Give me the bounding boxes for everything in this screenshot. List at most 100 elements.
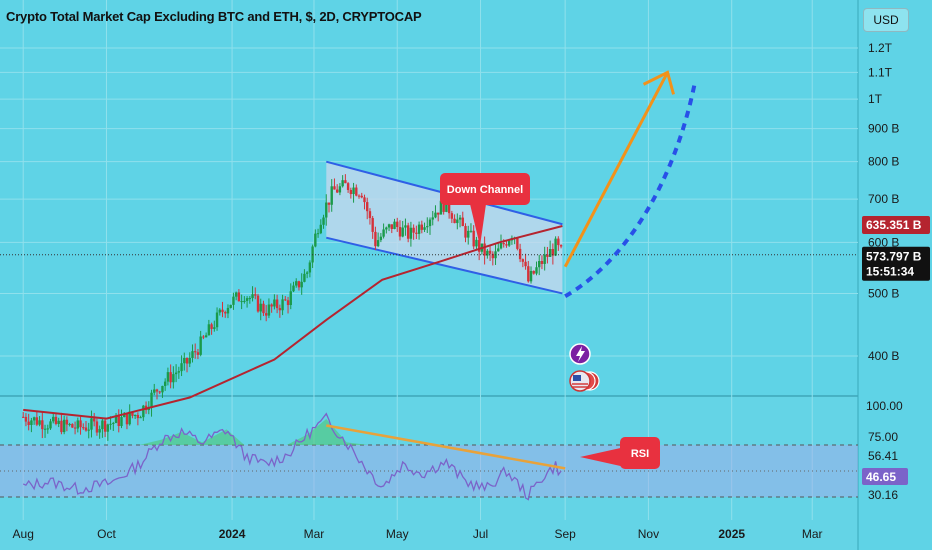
candle-body <box>325 202 328 218</box>
x-tick-label: Sep <box>554 527 576 541</box>
candle-body <box>376 240 380 247</box>
down-channel-label: Down Channel <box>447 184 523 196</box>
rsi-callout-box <box>620 437 660 469</box>
candle-body <box>477 239 481 252</box>
candle-body <box>327 202 331 205</box>
ma-tag-value: 635.351 B <box>866 218 922 232</box>
candle-body <box>426 226 429 228</box>
candle-body <box>458 217 462 220</box>
x-tick-label: May <box>386 527 409 541</box>
candle-body <box>240 301 243 303</box>
candle-body <box>352 187 355 195</box>
x-tick-label: Oct <box>97 527 116 541</box>
candle-body <box>538 261 541 268</box>
lightning-icon <box>569 343 591 365</box>
candle-body <box>147 407 150 411</box>
candle-body <box>346 183 350 190</box>
candle-body <box>243 300 246 302</box>
candle-body <box>447 197 451 214</box>
rsi-line <box>22 412 562 501</box>
rsi-value-tag-box <box>862 468 908 485</box>
candle-body <box>409 227 413 239</box>
candle-body <box>368 211 372 219</box>
candle-body <box>180 363 183 372</box>
candle-body <box>210 324 213 329</box>
candle-body <box>131 411 134 416</box>
candle-body <box>450 213 454 219</box>
candle-body <box>153 389 156 393</box>
candle-body <box>256 295 260 312</box>
blue-dashed-projection <box>564 82 697 298</box>
candle-body <box>412 227 415 233</box>
candle-body <box>248 298 252 300</box>
candle-body <box>557 238 560 246</box>
candle-body <box>469 230 473 232</box>
candle-body <box>431 217 434 220</box>
candle-body <box>163 381 167 386</box>
candle-body <box>363 197 366 203</box>
candle-body <box>139 417 142 419</box>
candle-body <box>527 266 530 282</box>
candle-body <box>300 281 303 288</box>
candle-body <box>57 420 60 424</box>
candle-body <box>308 262 312 273</box>
candle-body <box>259 303 262 312</box>
candle-body <box>338 186 342 193</box>
candle-body <box>417 224 421 234</box>
candle-body <box>270 304 273 307</box>
candle-body <box>303 273 306 282</box>
candle-body <box>46 428 49 430</box>
candle-body <box>398 227 402 237</box>
rsi-trendline <box>326 424 566 470</box>
candle-body <box>385 227 388 230</box>
candle-body <box>136 414 140 419</box>
price-pane: Down Channel <box>0 70 858 441</box>
candle-body <box>387 224 391 228</box>
candle-body <box>305 272 309 274</box>
candle-body <box>43 428 47 430</box>
candles <box>22 174 563 441</box>
y-tick-label: 700 B <box>868 192 899 206</box>
last-price-tag: 573.797 B15:51:34 <box>862 246 930 281</box>
candle-body <box>420 224 424 230</box>
candle-body <box>382 229 385 237</box>
rsi-callout-label: RSI <box>631 448 649 460</box>
candle-body <box>275 299 279 309</box>
channel-lower-line <box>326 236 563 295</box>
candle-body <box>133 414 137 416</box>
candle-body <box>73 427 77 429</box>
x-tick-label: Aug <box>13 527 34 541</box>
candle-body <box>103 420 107 432</box>
axes: 1.2T 1.1T 1T 900 B 800 B 700 B 600 B 500 B 400 B… <box>13 41 930 541</box>
candle-body <box>54 416 58 424</box>
x-tick-label: Nov <box>638 527 659 541</box>
candle-body <box>109 423 112 425</box>
candle-body <box>22 416 25 418</box>
moving-average-price-tag: 635.351 B <box>862 215 930 234</box>
y-tick-label: 600 B <box>868 235 899 249</box>
ma-tag-box <box>862 215 930 234</box>
candle-body <box>123 413 126 418</box>
candle-body <box>161 385 164 393</box>
candle-body <box>60 420 63 433</box>
candle-body <box>95 421 99 433</box>
candle-body <box>62 419 66 433</box>
candle-body <box>499 243 503 249</box>
candle-body <box>65 419 69 425</box>
rsi-callout: RSI <box>580 437 660 469</box>
candle-body <box>297 281 301 288</box>
orange-projection-arrow <box>563 71 669 268</box>
candle-body <box>314 233 317 247</box>
candle-body <box>341 180 344 187</box>
candle-body <box>114 415 118 423</box>
currency-button[interactable]: USD <box>863 8 909 32</box>
candle-body <box>486 250 489 256</box>
x-tick-label: 2024 <box>219 527 246 541</box>
candle-body <box>439 200 443 215</box>
candle-body <box>194 351 197 353</box>
candle-body <box>453 218 456 224</box>
candle-body <box>360 195 363 198</box>
candle-body <box>84 427 88 431</box>
